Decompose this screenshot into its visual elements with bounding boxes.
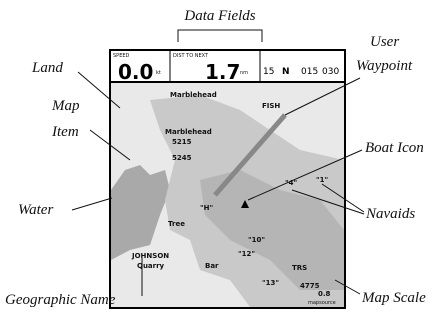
- map-label: Bar: [205, 262, 219, 270]
- callout: Waypoint: [356, 58, 413, 74]
- field-label: DIST TO NEXT: [173, 53, 209, 59]
- map-label: FISH: [262, 102, 280, 110]
- callout: Boat Icon: [365, 140, 424, 156]
- bracket: [178, 30, 262, 42]
- compass-heading: N: [282, 67, 290, 77]
- field-value: 0.0: [118, 60, 153, 84]
- callout: Water: [18, 202, 53, 218]
- map-label: 5245: [172, 154, 192, 162]
- map-label: TRS: [292, 264, 307, 272]
- callout: Data Fields: [183, 8, 255, 24]
- callout: Navaids: [365, 206, 415, 222]
- map-label: 4775: [300, 282, 320, 290]
- field-label: SPEED: [113, 53, 130, 59]
- map-label: "10": [248, 236, 265, 244]
- map-label: JOHNSON: [131, 252, 169, 260]
- map-label: Tree: [168, 220, 185, 228]
- map-label: "13": [262, 279, 279, 287]
- map-label: 5215: [172, 138, 192, 146]
- callout: Map: [51, 98, 80, 114]
- leader: [72, 198, 112, 210]
- compass-tick: 030: [322, 67, 339, 77]
- map-label: "12": [238, 250, 255, 258]
- map-source: mapsource: [308, 300, 336, 306]
- field-unit: nm: [240, 70, 248, 76]
- callout: Item: [51, 124, 79, 140]
- field-value: 1.7: [205, 60, 240, 84]
- field-unit: kt: [156, 70, 161, 76]
- map-label: "H": [200, 204, 213, 212]
- callout: User: [370, 34, 399, 50]
- callout: Geographic Name: [5, 292, 116, 308]
- callout: Land: [31, 60, 63, 76]
- map-label: Marblehead: [170, 91, 217, 99]
- diagram: SPEED 0.0 kt DIST TO NEXT 1.7 nm 15 N 01…: [0, 0, 441, 312]
- compass-tick: 015: [301, 67, 318, 77]
- compass-tick: 15: [263, 67, 274, 77]
- map-label: Marblehead: [165, 128, 212, 136]
- map-label: "1": [316, 176, 328, 184]
- map-scale: 0.8: [318, 290, 331, 298]
- map-label: Quarry: [137, 262, 165, 270]
- screen: SPEED 0.0 kt DIST TO NEXT 1.7 nm 15 N 01…: [110, 50, 345, 308]
- callout: Map Scale: [361, 290, 426, 306]
